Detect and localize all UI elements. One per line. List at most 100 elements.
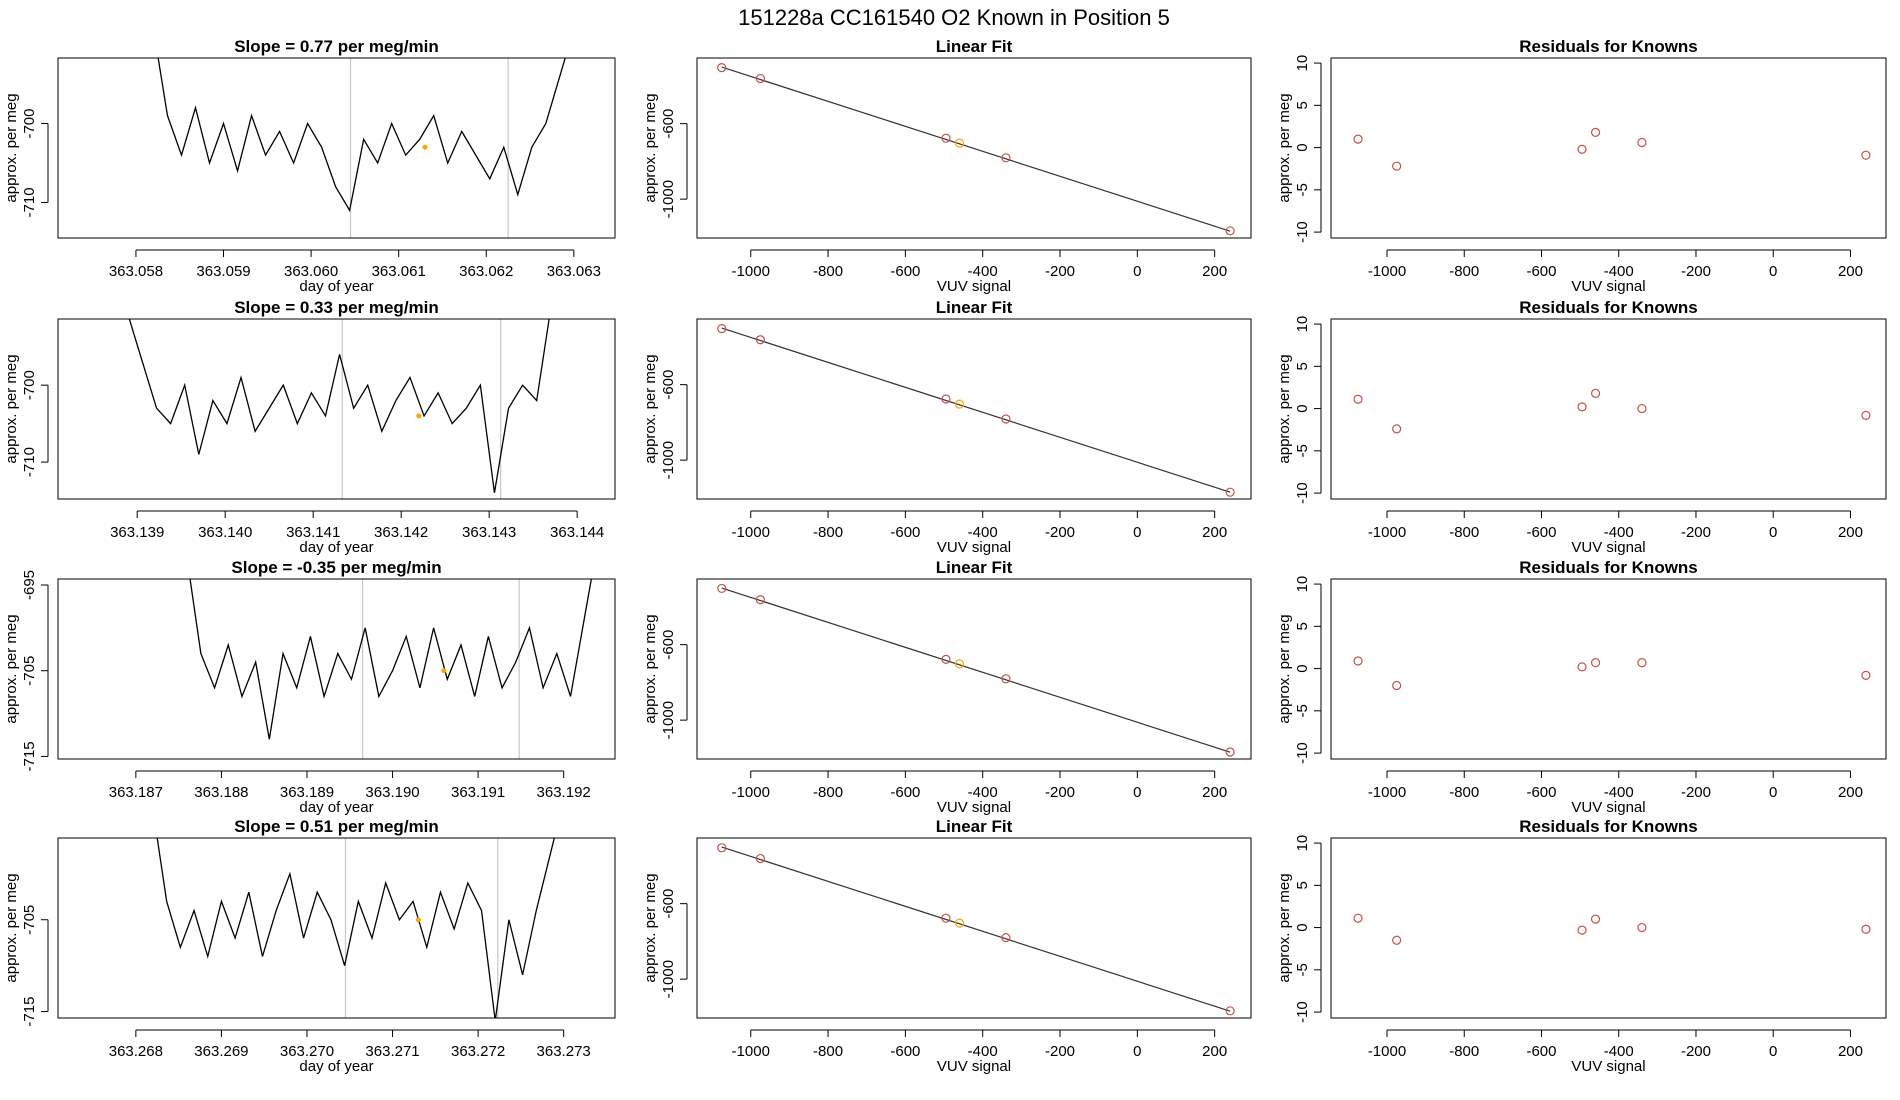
- x-tick-label: -600: [890, 263, 920, 280]
- x-tick-label: 200: [1838, 263, 1863, 280]
- x-axis-label: day of year: [299, 539, 373, 556]
- plot-frame: [696, 837, 1252, 1019]
- plot-frame: [57, 318, 616, 500]
- fit-line: [721, 846, 1231, 1012]
- x-tick-label: -400: [1604, 784, 1634, 801]
- point: [1861, 670, 1871, 680]
- y-tick-label: 10: [1294, 316, 1311, 333]
- panel: Residuals for Knowns VUV signal approx. pe…: [1276, 817, 1887, 1075]
- plot-frame: [1330, 57, 1887, 239]
- x-axis-label: VUV signal: [937, 799, 1011, 816]
- x-tick-label: -400: [1604, 1043, 1634, 1060]
- plot-area: [189, 579, 593, 759]
- x-tick-label: -400: [968, 263, 998, 280]
- y-tick-label: -600: [660, 370, 677, 400]
- plot-area: [1353, 656, 1871, 691]
- point: [1353, 913, 1363, 923]
- plot-frame: [1330, 318, 1887, 500]
- point: [1861, 924, 1871, 934]
- point: [717, 63, 727, 73]
- x-tick-label: 200: [1838, 1043, 1863, 1060]
- y-tick-label: -10: [1294, 482, 1311, 504]
- y-tick-label: -5: [1294, 704, 1311, 717]
- x-tick-label: -1000: [732, 524, 770, 541]
- point: [1225, 1006, 1235, 1016]
- point: [1353, 656, 1363, 666]
- panel-title: Residuals for Knowns: [1519, 817, 1698, 836]
- point: [717, 843, 727, 853]
- x-tick-label: 363.268: [109, 1043, 163, 1060]
- series-line: [157, 58, 566, 213]
- y-tick-label: -715: [21, 997, 38, 1027]
- y-tick-label: -1000: [660, 960, 677, 998]
- y-tick-label: 10: [1294, 835, 1311, 852]
- x-tick-label: -800: [813, 524, 843, 541]
- y-tick-label: -710: [21, 187, 38, 217]
- panel-title: Linear Fit: [936, 817, 1013, 836]
- panel-title: Slope = 0.33 per meg/min: [234, 298, 439, 317]
- x-tick-label: -200: [1045, 784, 1075, 801]
- x-tick-label: 363.269: [194, 1043, 248, 1060]
- x-tick-label: 363.192: [537, 784, 591, 801]
- y-axis-label: approx. per meg: [1276, 614, 1293, 723]
- x-tick-label: 0: [1133, 263, 1141, 280]
- y-axis-label: approx. per meg: [642, 873, 659, 982]
- point: [1392, 424, 1402, 434]
- x-tick-label: 200: [1838, 524, 1863, 541]
- plot-area: [1353, 388, 1871, 434]
- point: [1861, 410, 1871, 420]
- point: [1590, 914, 1601, 924]
- plot-frame: [1330, 578, 1887, 760]
- y-tick-label: 5: [1294, 881, 1311, 889]
- point: [1001, 153, 1011, 163]
- point: [1392, 680, 1402, 691]
- series-line: [189, 579, 593, 740]
- y-tick-label: 0: [1294, 923, 1311, 931]
- x-tick-label: -800: [1449, 263, 1479, 280]
- x-tick-label: 363.273: [537, 1043, 591, 1060]
- y-tick-label: -1000: [660, 441, 677, 479]
- y-tick-label: -1000: [660, 180, 677, 218]
- point: [1637, 403, 1647, 414]
- point: [1590, 658, 1601, 668]
- x-tick-label: 0: [1769, 263, 1777, 280]
- point: [1001, 933, 1011, 943]
- x-tick-label: 200: [1202, 1043, 1227, 1060]
- y-axis-label: approx. per meg: [1276, 873, 1293, 982]
- point: [1577, 925, 1587, 935]
- x-tick-label: 363.060: [284, 263, 338, 280]
- x-tick-label: 363.061: [372, 263, 426, 280]
- panel: Slope = 0.51 per meg/min day of year appro…: [3, 817, 616, 1075]
- point: [1577, 662, 1587, 672]
- x-tick-label: 363.271: [365, 1043, 419, 1060]
- point: [1577, 402, 1587, 412]
- y-tick-label: -5: [1294, 183, 1311, 196]
- y-tick-label: 5: [1294, 622, 1311, 630]
- panel: Slope = 0.33 per meg/min day of year appro…: [3, 298, 616, 556]
- plot-area: [156, 838, 555, 1018]
- x-tick-label: -200: [1681, 784, 1711, 801]
- point: [717, 583, 727, 594]
- x-axis-label: VUV signal: [937, 539, 1011, 556]
- panel-title: Residuals for Knowns: [1519, 558, 1698, 577]
- x-tick-label: -200: [1045, 524, 1075, 541]
- y-tick-label: 0: [1294, 404, 1311, 412]
- point: [1001, 674, 1011, 684]
- plot-frame: [1330, 837, 1887, 1019]
- plot-area: [717, 324, 1235, 497]
- point: [1590, 127, 1601, 137]
- panel: Residuals for Knowns VUV signal approx. pe…: [1276, 298, 1887, 556]
- x-tick-label: -400: [968, 524, 998, 541]
- y-axis-label: approx. per meg: [1276, 93, 1293, 202]
- y-tick-label: -695: [21, 570, 38, 600]
- point: [954, 138, 965, 148]
- point: [755, 335, 766, 345]
- x-tick-label: -800: [1449, 784, 1479, 801]
- point: [1225, 747, 1235, 757]
- point: [1353, 394, 1363, 404]
- y-axis-label: approx. per meg: [3, 354, 20, 463]
- point: [941, 394, 951, 404]
